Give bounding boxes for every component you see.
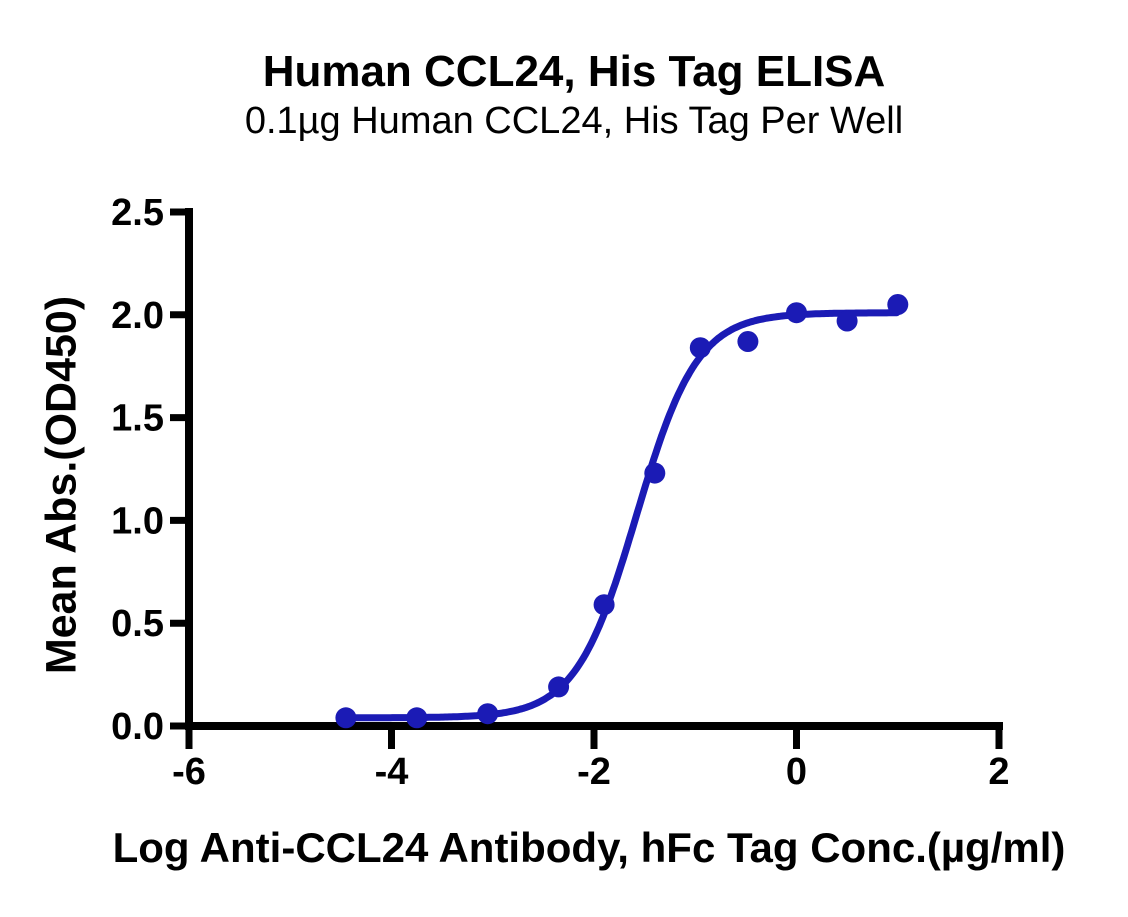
data-point — [593, 594, 615, 616]
x-tick-label: -2 — [577, 751, 611, 793]
y-tick-label: 0.0 — [111, 706, 164, 748]
y-tick-label: 2.0 — [111, 295, 164, 337]
data-point — [786, 302, 807, 324]
data-point — [548, 676, 570, 698]
data-point — [477, 703, 499, 725]
chart-title: Human CCL24, His Tag ELISA — [262, 47, 886, 96]
data-point — [406, 707, 428, 729]
y-tick-label: 1.0 — [111, 500, 164, 542]
data-point — [737, 331, 759, 352]
fit-curve — [342, 309, 901, 722]
x-tick-label: -4 — [375, 751, 409, 793]
data-point — [689, 337, 711, 359]
data-point — [887, 294, 909, 315]
x-tick-label: -6 — [172, 751, 206, 793]
chart-subtitle: 0.1µg Human CCL24, His Tag Per Well — [244, 100, 904, 142]
data-point — [335, 707, 357, 729]
data-point — [644, 462, 666, 484]
y-tick-label: 2.5 — [111, 192, 164, 234]
x-tick-label: 2 — [988, 751, 1009, 793]
x-tick-label: 0 — [786, 751, 807, 793]
x-axis-label: Log Anti-CCL24 Antibody, hFc Tag Conc.(µ… — [112, 824, 1066, 871]
data-point — [836, 310, 858, 332]
y-tick-label: 0.5 — [111, 603, 164, 645]
y-tick-label: 1.5 — [111, 398, 164, 440]
